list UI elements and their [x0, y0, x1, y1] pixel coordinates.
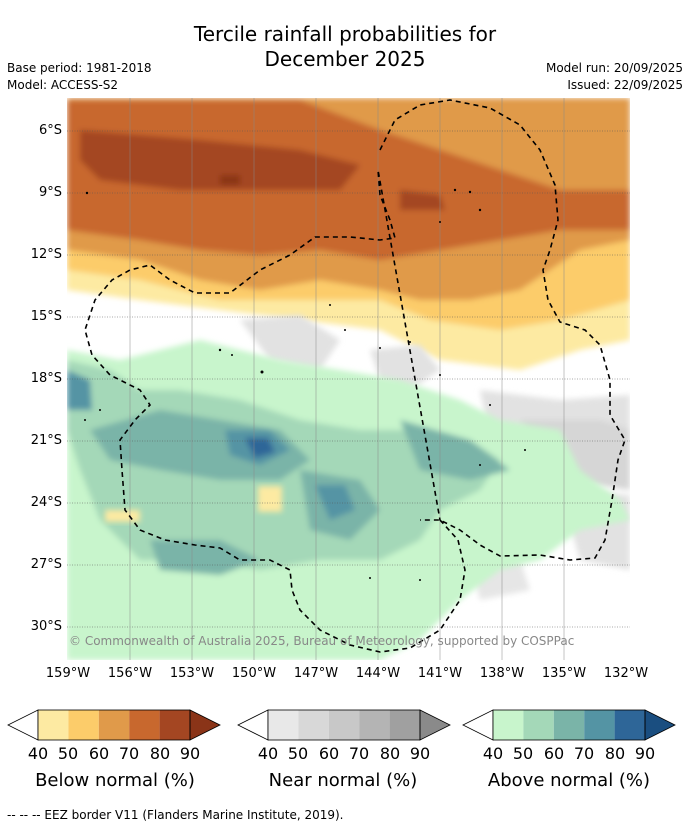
lon-label: 141°W [417, 666, 463, 681]
legend-tick: 50 [57, 744, 79, 763]
meridians [129, 98, 565, 660]
legend-swatch [523, 710, 554, 740]
legend-tick: 90 [179, 744, 201, 763]
legend-tick: 50 [512, 744, 534, 763]
probability-field [67, 98, 630, 660]
lon-label: 156°W [107, 666, 153, 681]
legend-swatch [389, 710, 420, 740]
legend-above-normal [462, 709, 676, 741]
legend-tick: 60 [543, 744, 565, 763]
legend-tick: 80 [149, 744, 171, 763]
legend-swatch [190, 710, 220, 740]
legend-swatch [328, 710, 360, 740]
legend-swatch [298, 710, 329, 740]
legend-tick: 80 [604, 744, 626, 763]
eez-border [84, 99, 626, 653]
model-name: Model: ACCESS-S2 [7, 78, 119, 92]
legend-tick: 60 [88, 744, 110, 763]
islands [84, 188, 526, 581]
legend-colorbars [7, 709, 676, 741]
base-period: Base period: 1981-2018 [7, 61, 152, 75]
lon-label: 147°W [293, 666, 339, 681]
lat-label: 12°S [30, 247, 62, 262]
legend-swatch [359, 710, 390, 740]
legend-tick: 90 [634, 744, 656, 763]
legend-tick: 70 [348, 744, 370, 763]
lon-label: 150°W [231, 666, 277, 681]
legend-swatch [268, 710, 299, 740]
legend-below-normal [7, 709, 221, 741]
lon-label: 138°W [479, 666, 525, 681]
legend-swatch [584, 710, 615, 740]
legend-swatch [159, 710, 190, 740]
legend-swatch [129, 710, 160, 740]
legend-tick: 40 [482, 744, 504, 763]
lat-label: 30°S [30, 619, 62, 634]
legend-tick: 90 [409, 744, 431, 763]
meta-left: Base period: 1981-2018 Model: ACCESS-S2 [7, 60, 152, 94]
lat-label: 24°S [30, 495, 62, 510]
legend-swatch [493, 710, 524, 740]
lat-label: 21°S [30, 433, 62, 448]
lat-label: 9°S [38, 185, 62, 200]
title-line-2: December 2025 [264, 47, 426, 71]
legend-swatch [645, 710, 675, 740]
legend-tick: 50 [287, 744, 309, 763]
legend-near-title: Near normal (%) [268, 770, 418, 791]
lon-label: 159°W [45, 666, 91, 681]
issued-date: Issued: 22/09/2025 [567, 78, 683, 92]
legend-tick: 40 [27, 744, 49, 763]
legend-swatch [420, 710, 450, 740]
rainfall-map [67, 98, 630, 660]
legend-below-title: Below normal (%) [35, 770, 195, 791]
lat-label: 6°S [38, 123, 62, 138]
legend-swatch [98, 710, 130, 740]
legend-near-normal [237, 709, 451, 741]
legend-above-title: Above normal (%) [487, 770, 651, 791]
copyright-notice: © Commonwealth of Australia 2025, Bureau… [69, 634, 575, 648]
legend-tick: 70 [118, 744, 140, 763]
title-line-1: Tercile rainfall probabilities for [193, 22, 497, 46]
legend-swatch [553, 710, 585, 740]
legend-tick: 70 [573, 744, 595, 763]
legend-swatch [38, 710, 69, 740]
lat-label: 27°S [30, 557, 62, 572]
lat-label: 15°S [30, 309, 62, 324]
lon-label: 153°W [169, 666, 215, 681]
legend-tick: 40 [257, 744, 279, 763]
model-run: Model run: 20/09/2025 [545, 61, 683, 75]
legend-tick: 80 [379, 744, 401, 763]
eez-footnote: -- -- -- EEZ border V11 (Flanders Marine… [7, 808, 344, 822]
above-normal-region [67, 340, 630, 660]
lon-label: 132°W [603, 666, 649, 681]
legend-swatch [68, 710, 99, 740]
lon-label: 135°W [541, 666, 587, 681]
legend-tick: 60 [318, 744, 340, 763]
legend-swatch [614, 710, 645, 740]
lat-label: 18°S [30, 371, 62, 386]
below-normal-region [67, 98, 630, 370]
lon-label: 144°W [355, 666, 401, 681]
meta-right: Model run: 20/09/2025 Issued: 22/09/2025 [546, 60, 683, 94]
